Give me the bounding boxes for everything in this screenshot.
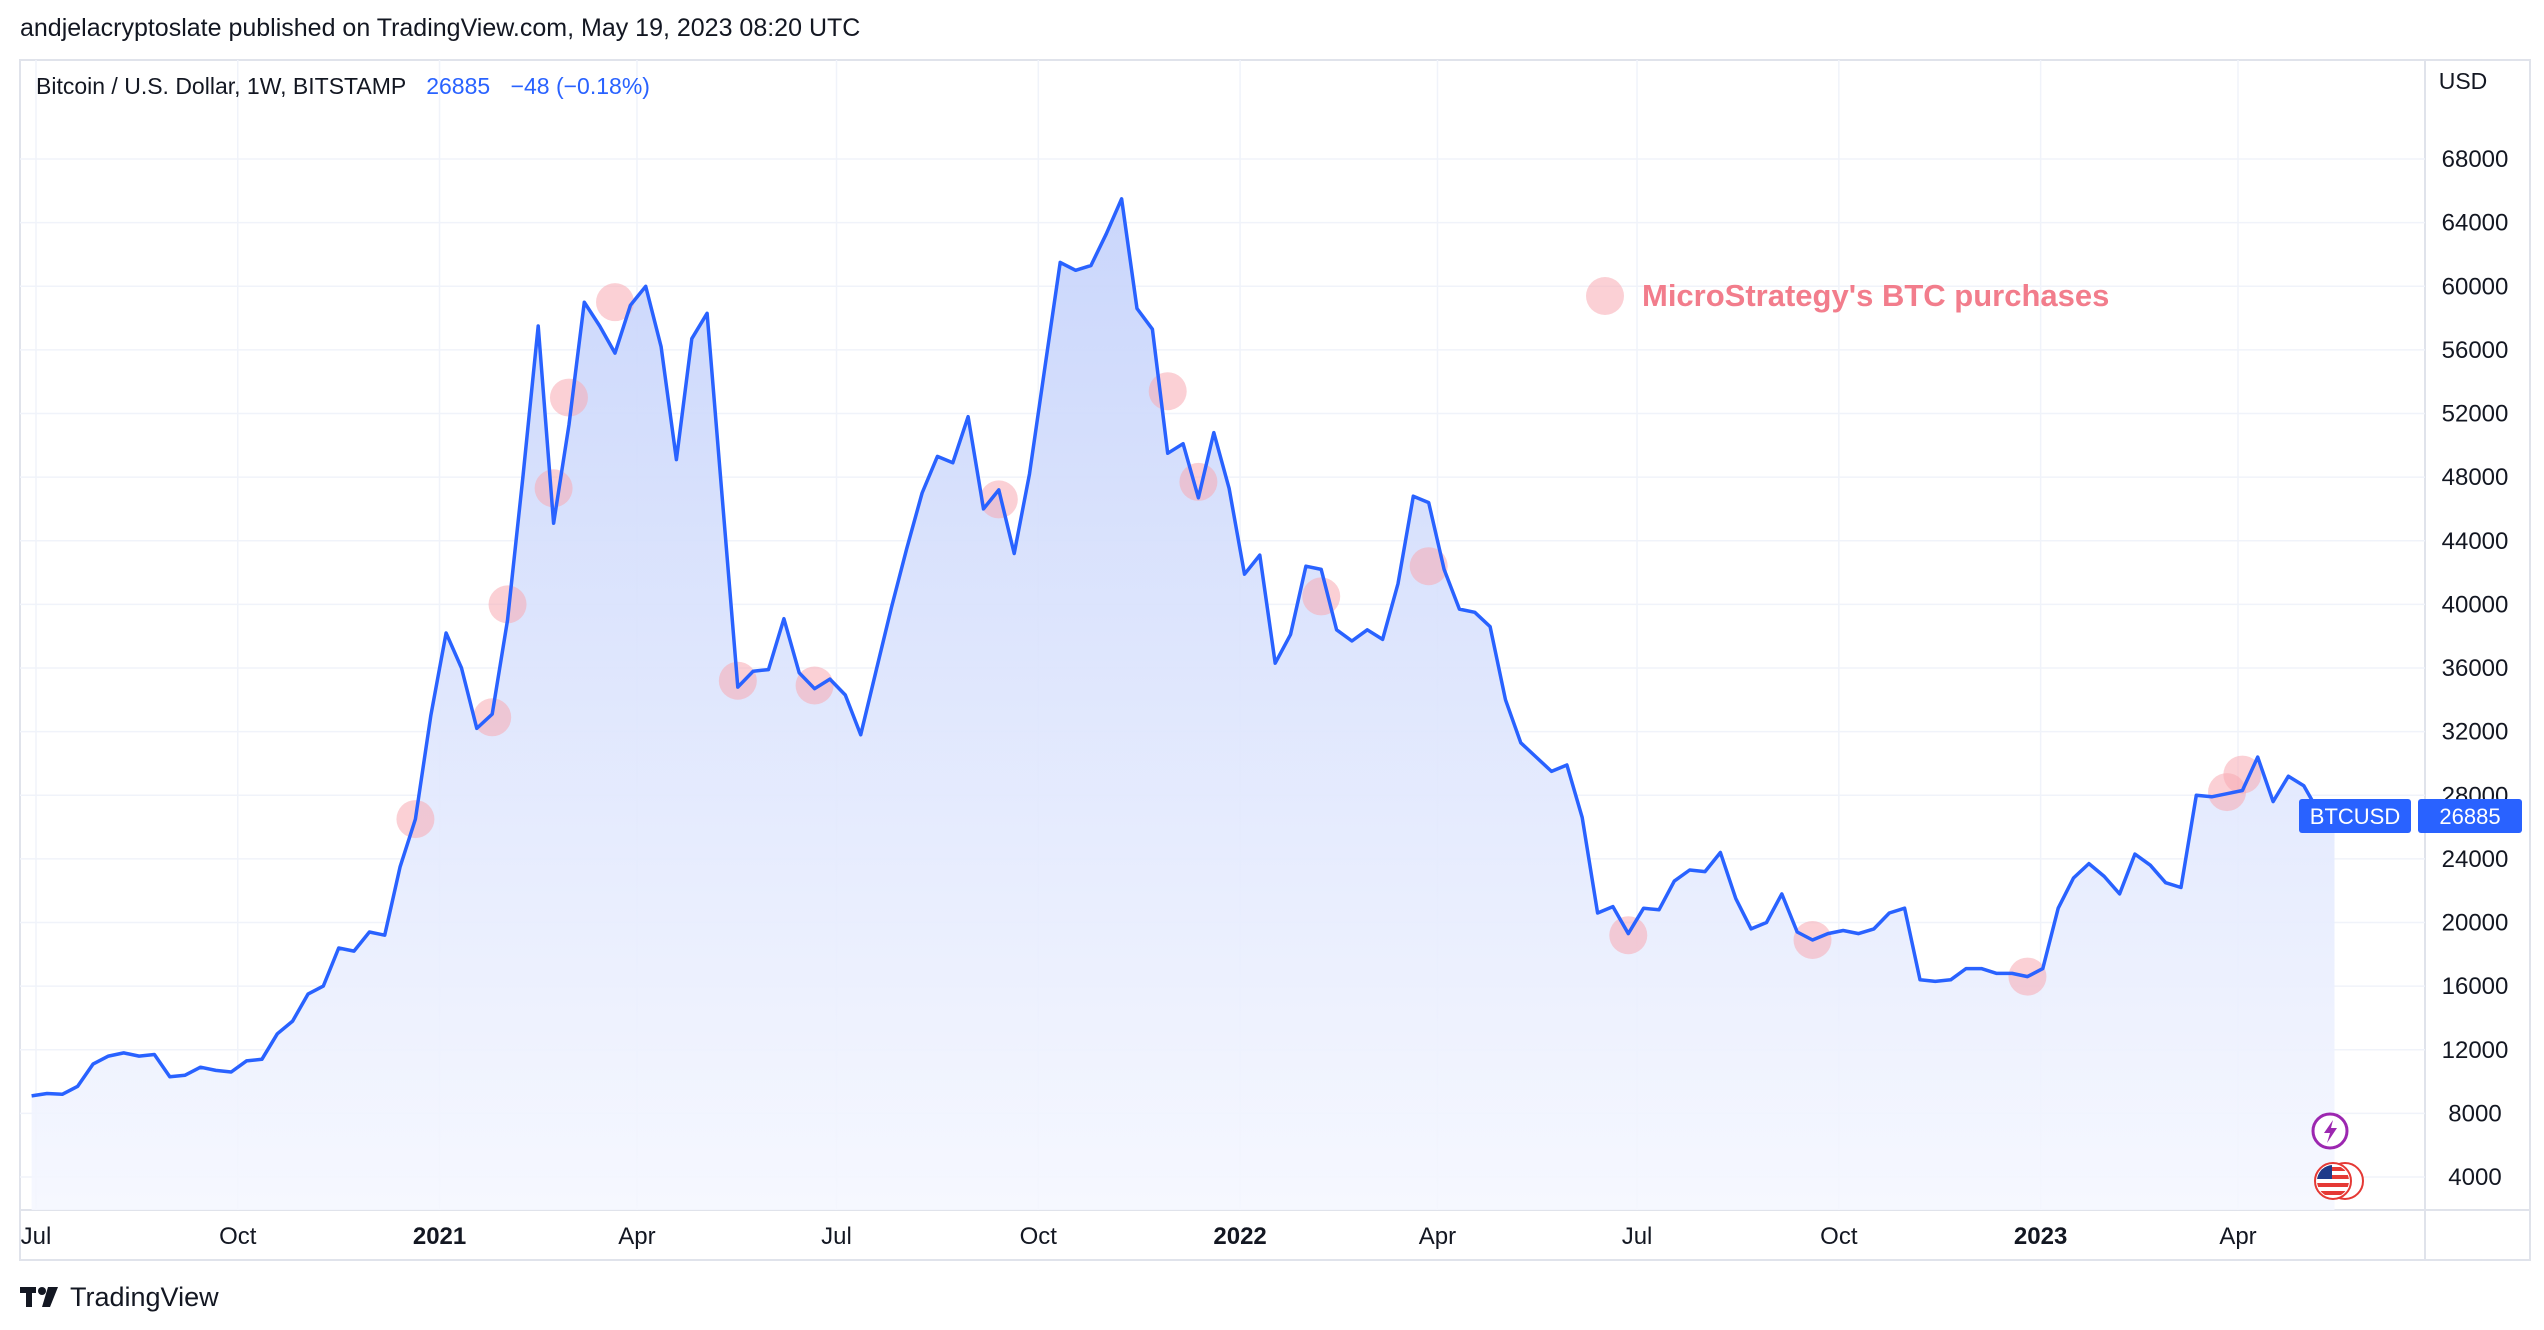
x-tick-label: Jul [821, 1223, 852, 1250]
y-tick-label: 40000 [2442, 591, 2509, 618]
y-tick-label: 24000 [2442, 846, 2509, 873]
price-line [31, 197, 2335, 1098]
y-tick-label: 32000 [2442, 719, 2509, 746]
price-tag-value: 26885 [2439, 804, 2500, 829]
legend: Bitcoin / U.S. Dollar, 1W, BITSTAMP 2688… [36, 73, 650, 99]
us-flag-icon[interactable] [2314, 1162, 2364, 1200]
y-tick-label: 48000 [2442, 464, 2509, 491]
lightning-icon[interactable] [2311, 1112, 2349, 1150]
legend-change: −48 (−0.18%) [511, 73, 650, 99]
purchase-marker [534, 469, 573, 508]
tradingview-logo-icon [20, 1287, 58, 1307]
purchase-markers [396, 283, 2262, 996]
y-tick-label: 16000 [2442, 973, 2509, 1000]
legend-last-price: 26885 [426, 73, 490, 99]
purchase-marker [979, 480, 1018, 519]
price-area [31, 198, 2335, 1210]
purchase-marker [473, 698, 512, 737]
time-axis[interactable]: Jul Oct 2021 Apr Jul Oct 2022 Apr Jul Oct 2023 Apr [21, 1223, 2257, 1250]
y-tick-label: 56000 [2442, 337, 2509, 364]
price-tag-symbol-box [2299, 799, 2411, 833]
x-tick-label: Oct [1020, 1223, 1058, 1250]
x-tick-label: 2023 [2014, 1223, 2067, 1250]
y-tick-label: 12000 [2442, 1037, 2509, 1064]
purchase-marker [795, 666, 834, 705]
price-tag-value-box [2418, 799, 2522, 833]
y-tick-label: 8000 [2448, 1100, 2501, 1127]
purchase-marker [1148, 372, 1187, 411]
price-area-fill [31, 198, 2335, 1210]
y-tick-label: 36000 [2442, 655, 2509, 682]
price-chart[interactable]: 4000800012000160002000024000280003200036… [0, 56, 2544, 1266]
y-tick-label: 20000 [2442, 910, 2509, 937]
x-tick-label: 2022 [1213, 1223, 1266, 1250]
x-tick-label: 2021 [413, 1223, 466, 1250]
y-tick-label: 4000 [2448, 1164, 2501, 1191]
x-tick-label: Jul [21, 1223, 52, 1250]
x-tick-label: Oct [1820, 1223, 1858, 1250]
purchase-marker [2223, 755, 2262, 794]
annotation-marker-icon [1586, 277, 1624, 315]
purchase-marker [549, 378, 588, 417]
y-tick-label: 64000 [2442, 210, 2509, 237]
annotation-label: MicroStrategy's BTC purchases [1642, 278, 2109, 313]
currency-label: USD [2439, 68, 2488, 94]
purchase-marker [1302, 577, 1341, 616]
purchase-marker [1409, 547, 1448, 586]
purchase-marker [596, 283, 635, 322]
price-axis[interactable]: 4000800012000160002000024000280003200036… [2442, 146, 2509, 1191]
y-tick-label: 44000 [2442, 528, 2509, 555]
y-tick-label: 68000 [2442, 146, 2509, 173]
x-tick-label: Apr [1419, 1223, 1456, 1250]
x-tick-label: Oct [219, 1223, 257, 1250]
published-info: andjelacryptoslate published on TradingV… [20, 14, 861, 42]
tradingview-logo[interactable]: TradingView [20, 1280, 219, 1314]
purchase-marker [1179, 462, 1218, 501]
legend-symbol: Bitcoin / U.S. Dollar, 1W, BITSTAMP [36, 73, 406, 99]
chart-border [19, 59, 2531, 1261]
price-tag-symbol: BTCUSD [2310, 804, 2400, 829]
x-tick-label: Apr [2219, 1223, 2256, 1250]
y-tick-label: 52000 [2442, 401, 2509, 428]
y-tick-label: 60000 [2442, 273, 2509, 300]
x-tick-label: Jul [1622, 1223, 1653, 1250]
price-line-group [31, 197, 2335, 1098]
tradingview-brand: TradingView [70, 1281, 219, 1312]
x-tick-label: Apr [618, 1223, 655, 1250]
last-price-tag[interactable]: BTCUSD 26885 [2299, 799, 2522, 833]
